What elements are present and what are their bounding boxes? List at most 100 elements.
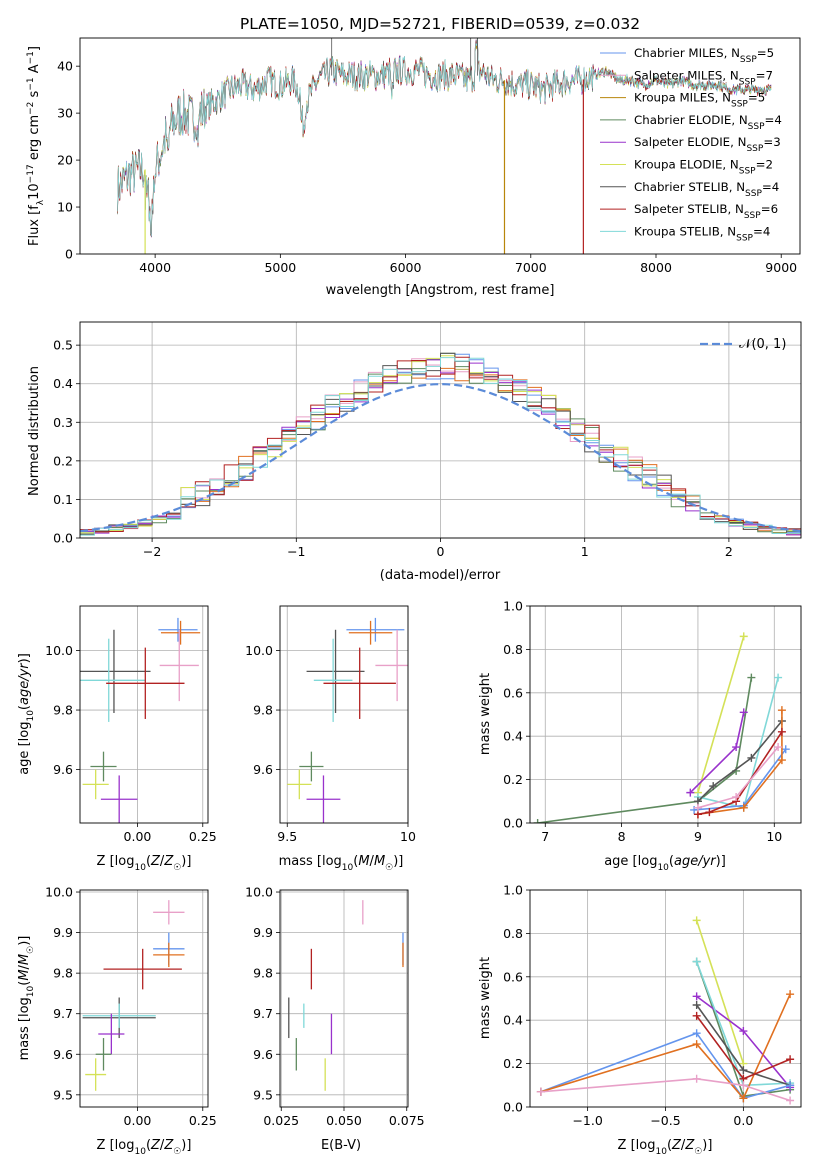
y-tick-label: 9.8 bbox=[253, 703, 273, 718]
x-tick-label: 4000 bbox=[139, 260, 171, 275]
y-tick-label: 0.2 bbox=[53, 453, 73, 468]
y-axis-label: mass weight bbox=[478, 673, 493, 755]
y-tick-label: 10.0 bbox=[245, 885, 273, 900]
weight-point-marker bbox=[692, 916, 701, 925]
x-tick-label: 8 bbox=[618, 829, 626, 844]
y-tick-label: 0.2 bbox=[503, 772, 523, 787]
weight-point-marker bbox=[686, 788, 695, 797]
axes-age-vs-mass: 9.5 10 9.6 9.8 10.0 bbox=[245, 605, 416, 844]
plot-area bbox=[288, 900, 404, 1091]
x-tick-label: 5000 bbox=[264, 260, 296, 275]
x-tick-label: 9000 bbox=[765, 260, 797, 275]
axes-massweight-vs-age: 7 8 9 10 0.0 0.2 0.4 0.6 0.8 1.0 bbox=[503, 599, 802, 844]
y-tick-label: 9.6 bbox=[53, 1047, 73, 1062]
x-axis-label: age [log10(age/yr)] bbox=[604, 854, 726, 873]
weight-point-marker bbox=[693, 803, 702, 812]
x-tick-label: 0.075 bbox=[389, 1113, 425, 1128]
gaussian-curve bbox=[80, 382, 801, 533]
grid-lines bbox=[280, 890, 408, 1107]
y-tick-label: 0.4 bbox=[53, 376, 73, 391]
weight-point-marker bbox=[692, 1011, 701, 1020]
weight-point-marker bbox=[777, 756, 786, 765]
y-tick-label: 10.0 bbox=[45, 643, 73, 658]
weight-point-marker bbox=[774, 743, 783, 752]
weight-point-marker bbox=[786, 990, 795, 999]
y-tick-label: 30 bbox=[57, 106, 73, 121]
x-tick-label: 6000 bbox=[390, 260, 422, 275]
weight-point-marker bbox=[732, 792, 741, 801]
axes-frame bbox=[529, 889, 802, 1108]
y-axis-label: mass weight bbox=[478, 957, 493, 1039]
legend-entry: Salpeter ELODIE, NSSP=3 bbox=[634, 135, 781, 154]
legend-entry: Salpeter MILES, NSSP=7 bbox=[634, 68, 773, 87]
axes-frame bbox=[279, 889, 409, 1108]
axes-frame bbox=[529, 605, 802, 824]
x-tick-label: 2 bbox=[725, 544, 733, 559]
y-tick-label: 9.7 bbox=[53, 1006, 73, 1021]
weight-point-marker bbox=[786, 1096, 795, 1105]
grid-lines bbox=[530, 605, 801, 824]
plot-area bbox=[287, 617, 408, 823]
y-tick-label: 0.3 bbox=[53, 415, 73, 430]
legend-entry: Kroupa MILES, NSSP=5 bbox=[634, 91, 765, 110]
x-axis-label: Z [log10(Z/Z☉)] bbox=[97, 1138, 192, 1157]
x-tick-label: 1 bbox=[581, 544, 589, 559]
y-tick-label: 40 bbox=[57, 59, 73, 74]
x-axis-label: Z [log10(Z/Z☉)] bbox=[97, 854, 192, 873]
y-tick-label: 0.5 bbox=[53, 338, 73, 353]
weight-point-marker bbox=[739, 708, 748, 717]
spectrum-series-line bbox=[117, 38, 772, 237]
x-axis-label: E(B-V) bbox=[321, 1138, 361, 1153]
weight-series-line bbox=[540, 993, 791, 1100]
x-tick-label: −0.5 bbox=[650, 1113, 680, 1128]
y-tick-label: 10.0 bbox=[45, 885, 73, 900]
grid-lines bbox=[530, 889, 801, 1108]
axes-age-vs-Z: 0.00 0.25 9.6 9.8 10.0 bbox=[45, 605, 217, 844]
legend-entry: 𝒩(0, 1) bbox=[739, 337, 786, 352]
x-tick-label: 0.050 bbox=[326, 1113, 362, 1128]
x-tick-label: 10 bbox=[400, 829, 416, 844]
histogram-series bbox=[80, 353, 801, 534]
plot-area bbox=[80, 352, 801, 536]
weight-point-marker bbox=[692, 992, 701, 1001]
axes-mass-vs-ebv: 0.025 0.050 0.075 9.5 9.6 9.7 9.8 9.9 10.0 bbox=[245, 885, 424, 1128]
chart-title: PLATE=1050, MJD=52721, FIBERID=0539, z=0… bbox=[240, 15, 640, 33]
y-tick-label: 0 bbox=[65, 247, 73, 262]
legend-entry: Chabrier ELODIE, NSSP=4 bbox=[634, 113, 782, 132]
weight-point-marker bbox=[739, 803, 748, 812]
weight-point-marker bbox=[732, 743, 741, 752]
x-tick-label: 0.25 bbox=[189, 1113, 217, 1128]
y-tick-label: 0.8 bbox=[503, 926, 523, 941]
y-tick-label: 0.4 bbox=[503, 729, 523, 744]
weight-point-marker bbox=[533, 819, 542, 823]
weight-point-marker bbox=[705, 808, 714, 817]
y-tick-label: 9.8 bbox=[253, 966, 273, 981]
y-tick-label: 10 bbox=[57, 200, 73, 215]
weight-point-marker bbox=[747, 753, 756, 762]
y-axis-label: age [log10(age/yr)] bbox=[17, 653, 36, 775]
x-axis-label: (data-model)/error bbox=[380, 568, 501, 583]
legend-entry: Chabrier STELIB, NSSP=4 bbox=[634, 180, 779, 199]
axes-frame bbox=[79, 889, 209, 1108]
plot-area bbox=[533, 632, 790, 823]
weight-point-marker bbox=[786, 1055, 795, 1064]
x-tick-label: 0.025 bbox=[263, 1113, 299, 1128]
y-tick-label: 9.5 bbox=[53, 1087, 73, 1102]
weight-point-marker bbox=[709, 782, 718, 791]
y-tick-label: 20 bbox=[57, 153, 73, 168]
y-tick-label: 0.0 bbox=[503, 1100, 523, 1115]
x-tick-label: 0.00 bbox=[124, 1113, 152, 1128]
weight-point-marker bbox=[747, 673, 756, 682]
x-tick-label: −2 bbox=[143, 544, 161, 559]
y-tick-label: 10.0 bbox=[245, 643, 273, 658]
weight-point-marker bbox=[692, 1029, 701, 1038]
x-tick-label: 10 bbox=[766, 829, 782, 844]
axes-massweight-vs-Z: −1.0 −0.5 0.0 0.0 0.2 0.4 0.6 0.8 1.0 bbox=[503, 883, 802, 1128]
weight-point-marker bbox=[777, 706, 786, 715]
x-tick-label: 7 bbox=[541, 829, 549, 844]
weight-point-marker bbox=[692, 1074, 701, 1083]
axes-spectrum: 4000 5000 6000 7000 8000 9000 0 10 20 30 40 bbox=[57, 37, 801, 275]
weight-point-marker bbox=[739, 1081, 748, 1090]
weight-point-marker bbox=[536, 1087, 545, 1096]
axes-frame bbox=[279, 605, 409, 824]
